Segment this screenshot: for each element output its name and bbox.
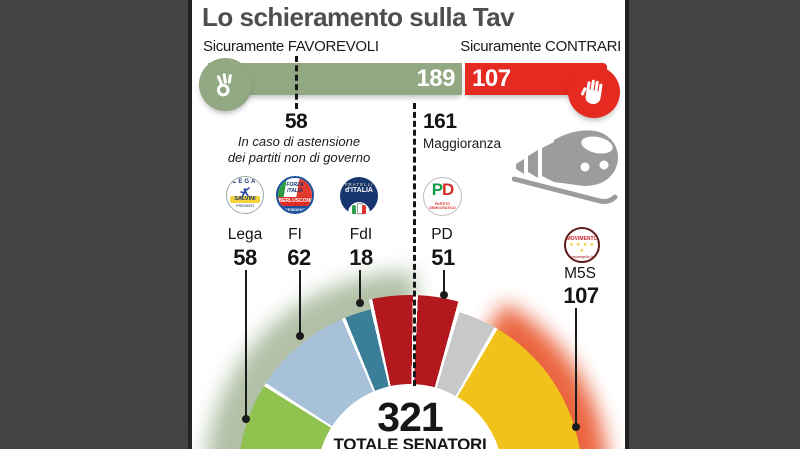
leader-dot-fdi: [356, 299, 364, 307]
total-senators-value: 321: [377, 394, 443, 440]
pd-letter-d: D: [442, 180, 454, 199]
total-senators-label: TOTALE SENATORI: [333, 435, 487, 449]
abstention-divider: [295, 56, 298, 109]
party-label-lega: Lega: [227, 226, 263, 243]
leader-dot-fi: [296, 332, 304, 340]
leader-line-m5s: [575, 308, 577, 427]
fdi-flame-icon: [348, 202, 370, 215]
train-icon: [511, 124, 624, 213]
leader-line-fi: [299, 270, 301, 336]
leader-line-fdi: [359, 270, 361, 303]
leader-dot-lega: [242, 415, 250, 423]
lega-logo-text: LEGA: [232, 179, 258, 185]
left-seam: [188, 0, 192, 449]
ok-hand-badge: [199, 58, 252, 111]
m5s-top-text: MOVIMENTO: [566, 236, 598, 242]
fdi-mid-text: d'ITALIA: [345, 187, 373, 194]
majority-label: Maggioranza: [423, 136, 502, 151]
party-seats-fdi: 18: [349, 245, 373, 270]
party-seats-lega: 58: [233, 245, 257, 270]
contrari-label: Sicuramente CONTRARI: [460, 38, 621, 55]
pd-logo-icon: PD PARTITO DEMOCRATICO: [423, 177, 462, 216]
party-label-fdi: FdI: [349, 226, 373, 243]
contrari-value: 107: [472, 65, 511, 92]
lega-logo-icon: LEGA SALVINI PREMIER: [226, 176, 264, 214]
page-title: Lo schieramento sulla Tav: [202, 2, 515, 32]
party-label-pd: PD: [431, 226, 453, 243]
m5s-stars: ★ ★ ★ ★ ★: [569, 242, 595, 254]
m5s-sub-text: beppegrillo.it: [571, 255, 593, 259]
abstention-caption-line2: dei partiti non di governo: [227, 150, 371, 165]
party-seats-fi: 62: [287, 245, 311, 270]
stop-hand-icon: [580, 79, 603, 105]
right-seam: [625, 0, 629, 449]
lega-sub-text: PREMIER: [235, 203, 255, 208]
fi-bottom-text: PRESIDENTE: [278, 205, 312, 212]
favorevoli-label: Sicuramente FAVOREVOLI: [203, 38, 379, 55]
party-label-m5s: M5S: [564, 265, 596, 282]
fdi-logo-icon: FRATELLI d'ITALIA: [340, 177, 378, 215]
leader-line-pd: [443, 270, 445, 295]
leader-dot-m5s: [572, 423, 580, 431]
ok-hand-icon: [216, 72, 232, 96]
lega-warrior-icon: [227, 185, 263, 198]
m5s-logo-icon: MOVIMENTO ★ ★ ★ ★ ★ beppegrillo.it: [564, 227, 600, 263]
fi-logo-icon: FORZA ITALIA BERLUSCONI PRESIDENTE: [276, 176, 314, 214]
leader-line-lega: [245, 270, 247, 419]
fdi-top-text: FRATELLI: [344, 182, 374, 187]
favorevoli-value: 189: [416, 65, 455, 92]
party-seats-m5s: 107: [563, 283, 599, 308]
majority-value: 161: [423, 110, 457, 133]
leader-dot-pd: [440, 291, 448, 299]
fi-top-text: FORZA ITALIA: [286, 182, 304, 194]
fi-mid-text: BERLUSCONI: [278, 196, 312, 206]
pd-letter-p: P: [431, 180, 443, 199]
party-seats-pd: 51: [431, 245, 455, 270]
abstention-caption: In caso di astensione dei partiti non di…: [219, 134, 379, 166]
party-label-fi: FI: [288, 226, 302, 243]
abstention-caption-line1: In caso di astensione: [237, 134, 361, 149]
pd-sub-text: PARTITO DEMOCRATICO: [424, 202, 461, 210]
fi-flag: [278, 178, 312, 197]
stop-hand-badge: [568, 66, 620, 118]
majority-divider: [413, 103, 416, 386]
lega-banner-text: SALVINI: [230, 196, 260, 203]
abstention-value: 58: [284, 110, 308, 133]
